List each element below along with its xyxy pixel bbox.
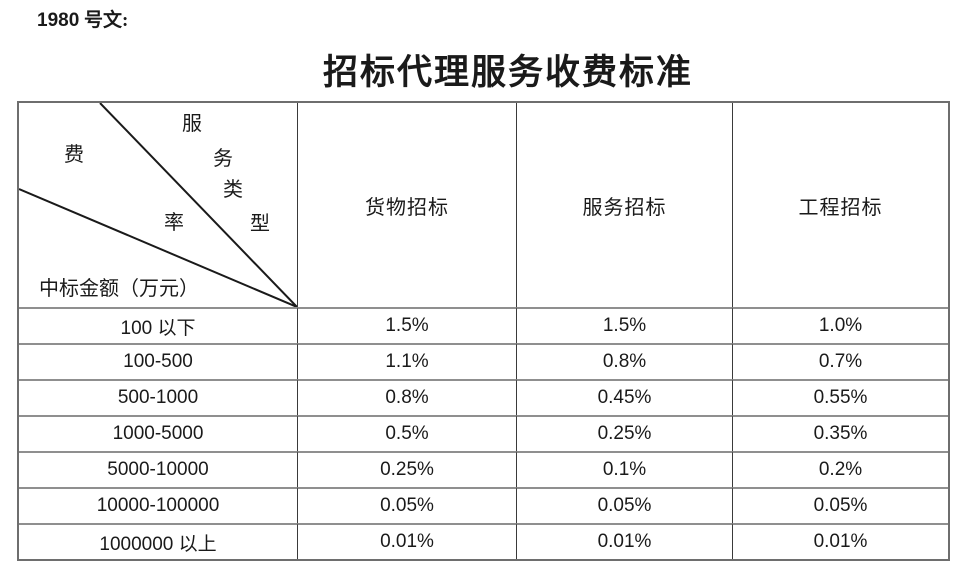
table-cell: 1.5% xyxy=(297,307,516,343)
table-cell: 0.05% xyxy=(297,487,516,523)
table-cell: 0.2% xyxy=(732,451,948,487)
corner-header-cell: 服 务 类 型 费 率 中标金额（万元） xyxy=(19,103,297,307)
corner-rate-char-2: 率 xyxy=(164,212,184,234)
corner-rate-char-1: 费 xyxy=(64,144,84,166)
diagonal-divider-lines xyxy=(19,103,297,307)
corner-type-char-1: 服 xyxy=(182,113,202,135)
row-label: 100-500 xyxy=(19,343,297,379)
table-cell: 0.01% xyxy=(732,523,948,559)
table-cell: 0.55% xyxy=(732,379,948,415)
row-label: 5000-10000 xyxy=(19,451,297,487)
table-cell: 1.5% xyxy=(516,307,732,343)
corner-type-char-4: 型 xyxy=(250,213,270,235)
row-label: 1000-5000 xyxy=(19,415,297,451)
table-cell: 0.1% xyxy=(516,451,732,487)
table-cell: 0.01% xyxy=(297,523,516,559)
corner-amount-label: 中标金额（万元） xyxy=(39,278,199,300)
table-cell: 0.35% xyxy=(732,415,948,451)
corner-type-char-2: 务 xyxy=(213,148,233,170)
column-header-services: 服务招标 xyxy=(516,103,732,307)
table-cell: 0.25% xyxy=(297,451,516,487)
row-label: 10000-100000 xyxy=(19,487,297,523)
table-cell: 0.05% xyxy=(732,487,948,523)
fee-standard-table: 服 务 类 型 费 率 中标金额（万元） 货物招标 服务招标 工程招标 100 … xyxy=(17,101,950,561)
table-cell: 1.1% xyxy=(297,343,516,379)
table-cell: 0.8% xyxy=(297,379,516,415)
doc-number-suffix: 号文: xyxy=(79,10,129,31)
table-cell: 0.25% xyxy=(516,415,732,451)
table-cell: 0.45% xyxy=(516,379,732,415)
row-label: 500-1000 xyxy=(19,379,297,415)
row-label: 100 以下 xyxy=(19,307,297,343)
table-cell: 1.0% xyxy=(732,307,948,343)
column-header-works: 工程招标 xyxy=(732,103,948,307)
table-cell: 0.5% xyxy=(297,415,516,451)
doc-number: 1980 号文: xyxy=(37,5,128,32)
table-cell: 0.8% xyxy=(516,343,732,379)
row-label: 1000000 以上 xyxy=(19,523,297,559)
page-title: 招标代理服务收费标准 xyxy=(322,53,693,92)
table-cell: 0.7% xyxy=(732,343,948,379)
doc-number-value: 1980 xyxy=(37,10,80,31)
table-cell: 0.05% xyxy=(516,487,732,523)
table-cell: 0.01% xyxy=(516,523,732,559)
column-header-goods: 货物招标 xyxy=(297,103,516,307)
corner-type-char-3: 类 xyxy=(223,179,243,201)
